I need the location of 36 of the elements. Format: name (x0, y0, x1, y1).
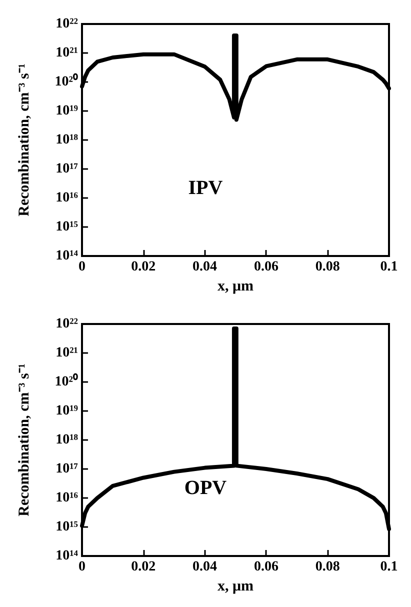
x-tick-label: 0.06 (254, 260, 278, 274)
annotation: IPV (188, 177, 224, 199)
y-tick-label: 10¹⁸ (56, 432, 78, 448)
x-tick-label: 0 (78, 560, 86, 574)
x-tick-label: 0.04 (192, 560, 218, 574)
y-tick-label: 10¹⁸ (56, 132, 78, 148)
y-tick-label: 10¹⁵ (56, 520, 78, 534)
x-tick-label: 0.06 (254, 560, 278, 574)
x-tick-label: 0.02 (131, 560, 156, 574)
x-tick-label: 0.1 (380, 260, 398, 274)
y-axis-title: Recombination, cm⁻³ s⁻¹ (16, 64, 32, 216)
y-tick-label: 10¹⁵ (56, 220, 78, 234)
y-tick-label: 10²⁰ (54, 372, 78, 390)
y-axis-title: Recombination, cm⁻³ s⁻¹ (16, 364, 32, 516)
x-tick-label: 0 (78, 260, 86, 274)
y-tick-label: 10²² (56, 16, 78, 32)
x-tick-label: 0.02 (131, 260, 156, 274)
y-tick-label: 10²¹ (56, 346, 78, 360)
y-tick-label: 10¹⁷ (56, 462, 78, 476)
y-tick-label: 10²⁰ (54, 72, 78, 90)
y-tick-label: 10²¹ (56, 46, 78, 60)
y-tick-label: 10¹⁹ (56, 104, 78, 118)
y-tick-label: 10¹⁷ (56, 162, 78, 176)
x-axis-title: x, μm (218, 278, 254, 294)
x-tick-label: 0.08 (315, 560, 340, 574)
y-tick-label: 10¹⁴ (56, 548, 79, 564)
x-tick-label: 0.1 (380, 560, 398, 574)
x-tick-label: 0.04 (192, 260, 218, 274)
x-tick-label: 0.08 (315, 260, 340, 274)
y-tick-label: 10¹⁹ (56, 404, 78, 418)
y-tick-label: 10¹⁴ (56, 248, 79, 264)
y-tick-label: 10²² (56, 316, 78, 332)
x-axis-title: x, μm (218, 578, 254, 594)
y-tick-label: 10¹⁶ (56, 190, 78, 206)
annotation: OPV (184, 477, 228, 499)
y-tick-label: 10¹⁶ (56, 490, 78, 506)
